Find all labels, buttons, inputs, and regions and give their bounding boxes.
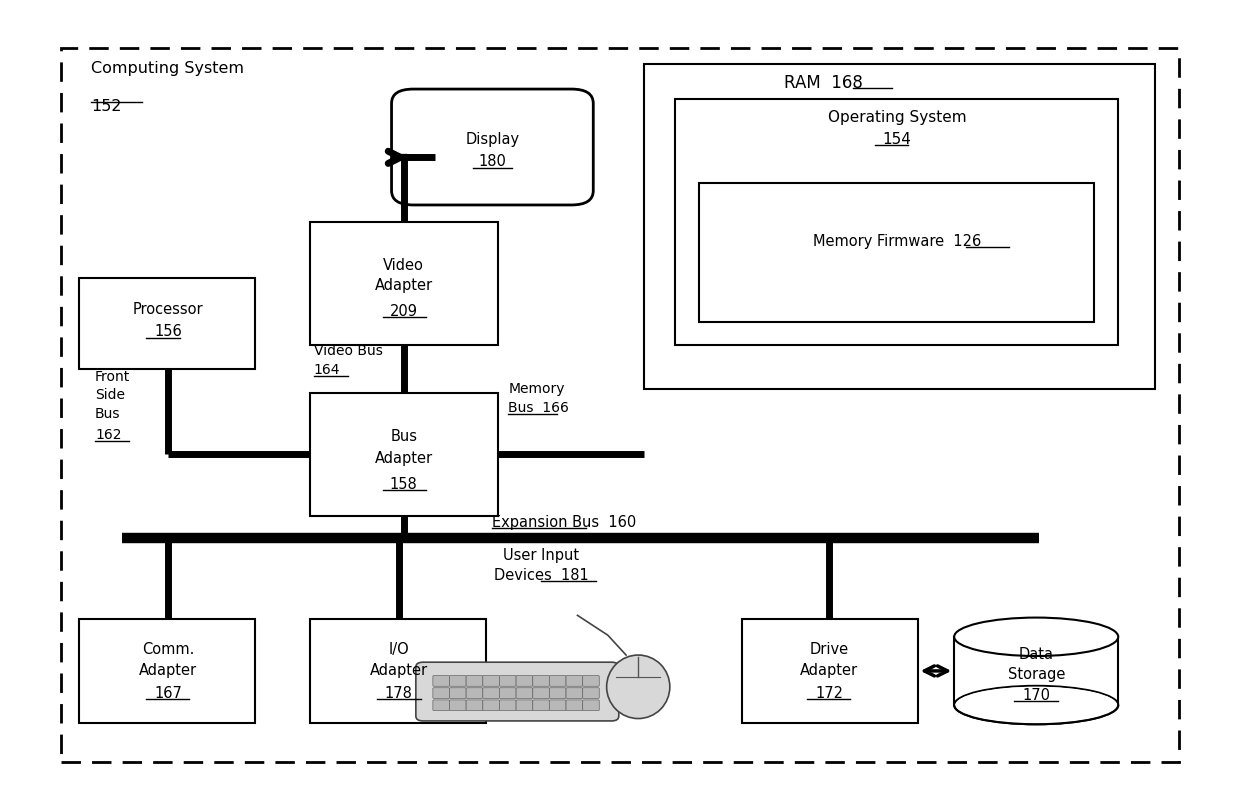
FancyBboxPatch shape: [433, 700, 449, 710]
FancyBboxPatch shape: [549, 688, 565, 698]
FancyBboxPatch shape: [500, 676, 516, 686]
Text: 167: 167: [154, 686, 182, 701]
FancyBboxPatch shape: [565, 700, 583, 710]
FancyBboxPatch shape: [466, 688, 482, 698]
FancyBboxPatch shape: [549, 700, 565, 710]
FancyBboxPatch shape: [500, 688, 516, 698]
FancyBboxPatch shape: [565, 688, 583, 698]
FancyBboxPatch shape: [533, 676, 549, 686]
Text: Data: Data: [1019, 646, 1054, 662]
Text: 209: 209: [389, 304, 418, 319]
Text: 156: 156: [154, 325, 182, 339]
Text: 162: 162: [95, 428, 122, 442]
FancyBboxPatch shape: [310, 620, 486, 723]
Ellipse shape: [955, 687, 1117, 723]
Text: Devices  181: Devices 181: [494, 568, 589, 583]
FancyBboxPatch shape: [79, 278, 255, 369]
Text: 152: 152: [92, 100, 122, 114]
FancyBboxPatch shape: [533, 700, 549, 710]
Text: Expansion Bus  160: Expansion Bus 160: [492, 515, 636, 530]
FancyBboxPatch shape: [516, 700, 533, 710]
FancyBboxPatch shape: [482, 700, 500, 710]
Text: Drive: Drive: [810, 642, 848, 657]
Text: Side: Side: [95, 389, 125, 403]
FancyBboxPatch shape: [742, 620, 918, 723]
FancyBboxPatch shape: [415, 663, 619, 721]
Text: Display: Display: [465, 131, 520, 147]
FancyBboxPatch shape: [954, 637, 1118, 705]
Text: 154: 154: [883, 132, 911, 147]
Text: 180: 180: [479, 154, 506, 168]
FancyBboxPatch shape: [645, 64, 1154, 389]
FancyBboxPatch shape: [549, 676, 565, 686]
Text: 172: 172: [815, 686, 843, 701]
Ellipse shape: [954, 617, 1118, 656]
Text: Video Bus: Video Bus: [314, 344, 383, 358]
FancyBboxPatch shape: [61, 48, 1179, 762]
Text: Processor: Processor: [133, 302, 203, 318]
Text: Adapter: Adapter: [800, 663, 858, 679]
Text: 178: 178: [384, 686, 413, 701]
Text: Storage: Storage: [1008, 667, 1065, 682]
Text: Adapter: Adapter: [374, 450, 433, 466]
Text: 170: 170: [1022, 688, 1050, 703]
FancyBboxPatch shape: [450, 700, 466, 710]
Text: Memory Firmware  126: Memory Firmware 126: [813, 234, 981, 249]
Text: User Input: User Input: [503, 548, 579, 563]
Text: Comm.: Comm.: [141, 642, 195, 657]
Text: 164: 164: [314, 363, 340, 377]
Text: Bus: Bus: [391, 429, 417, 444]
FancyBboxPatch shape: [450, 676, 466, 686]
FancyBboxPatch shape: [392, 89, 593, 205]
Text: RAM  168: RAM 168: [784, 74, 863, 92]
FancyBboxPatch shape: [533, 688, 549, 698]
FancyBboxPatch shape: [583, 700, 599, 710]
FancyBboxPatch shape: [565, 676, 583, 686]
FancyBboxPatch shape: [675, 100, 1118, 346]
FancyBboxPatch shape: [466, 676, 482, 686]
Text: Memory: Memory: [508, 382, 564, 396]
FancyBboxPatch shape: [482, 676, 500, 686]
FancyBboxPatch shape: [433, 676, 449, 686]
Text: Video: Video: [383, 258, 424, 273]
FancyBboxPatch shape: [583, 676, 599, 686]
Text: Operating System: Operating System: [828, 110, 966, 125]
FancyBboxPatch shape: [500, 700, 516, 710]
FancyBboxPatch shape: [466, 700, 482, 710]
Text: Bus: Bus: [95, 407, 120, 420]
FancyBboxPatch shape: [79, 620, 255, 723]
FancyBboxPatch shape: [516, 676, 533, 686]
FancyBboxPatch shape: [482, 688, 500, 698]
Text: Adapter: Adapter: [370, 663, 428, 679]
Text: I/O: I/O: [388, 642, 409, 657]
FancyBboxPatch shape: [699, 183, 1094, 322]
Text: Adapter: Adapter: [374, 279, 433, 293]
FancyBboxPatch shape: [310, 223, 498, 346]
Text: Computing System: Computing System: [92, 61, 244, 75]
Ellipse shape: [606, 655, 670, 718]
Text: Bus  166: Bus 166: [508, 401, 569, 416]
FancyBboxPatch shape: [516, 688, 533, 698]
Text: Adapter: Adapter: [139, 663, 197, 679]
FancyBboxPatch shape: [583, 688, 599, 698]
FancyBboxPatch shape: [310, 393, 498, 516]
Text: Front: Front: [95, 370, 130, 384]
FancyBboxPatch shape: [433, 688, 449, 698]
FancyBboxPatch shape: [450, 688, 466, 698]
Text: 158: 158: [389, 477, 418, 492]
Ellipse shape: [954, 686, 1118, 724]
